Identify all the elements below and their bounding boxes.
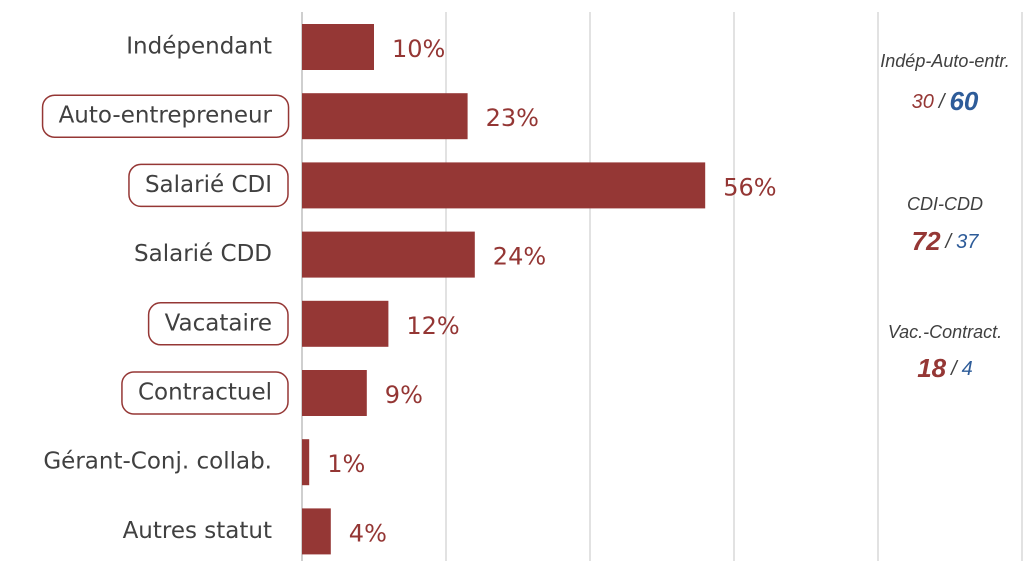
bar bbox=[302, 24, 374, 70]
annotation-value: 4 bbox=[962, 358, 973, 380]
bar bbox=[302, 231, 475, 278]
annotation-value: 72 bbox=[912, 226, 941, 256]
category-label: Auto-entrepreneur bbox=[59, 103, 273, 129]
value-label: 24% bbox=[493, 243, 546, 271]
value-label: 9% bbox=[385, 381, 423, 409]
category-label: Gérant-Conj. collab. bbox=[43, 449, 272, 475]
category-label: Salarié CDI bbox=[145, 172, 272, 198]
bar bbox=[302, 162, 706, 209]
annotation-values: 30/60 bbox=[912, 86, 979, 116]
annotation-value: 30 bbox=[912, 91, 934, 113]
bar bbox=[302, 300, 389, 347]
value-label: 10% bbox=[392, 35, 445, 63]
bar bbox=[302, 439, 310, 486]
value-label: 12% bbox=[406, 312, 459, 340]
annotation-separator: / bbox=[944, 231, 954, 253]
annotation-separator: / bbox=[937, 91, 947, 113]
annotation-value: 60 bbox=[949, 86, 978, 116]
annotation-values: 72/37 bbox=[912, 226, 980, 256]
category-label: Salarié CDD bbox=[134, 241, 272, 267]
annotation-title: Vac.-Contract. bbox=[888, 322, 1002, 342]
annotation-title: CDI-CDD bbox=[907, 194, 983, 214]
highlight-box bbox=[41, 94, 290, 138]
annotation-separator: / bbox=[949, 358, 959, 380]
annotation-title: Indép-Auto-entr. bbox=[880, 51, 1009, 71]
value-label: 4% bbox=[349, 519, 387, 547]
category-label: Vacataire bbox=[165, 310, 272, 336]
category-label: Indépendant bbox=[126, 34, 272, 60]
category-label: Contractuel bbox=[138, 380, 272, 406]
highlight-box bbox=[128, 163, 289, 208]
bar bbox=[302, 508, 331, 555]
annotation-value: 37 bbox=[956, 231, 979, 253]
value-label: 56% bbox=[723, 173, 776, 201]
highlight-box bbox=[121, 371, 289, 415]
annotation-value: 18 bbox=[917, 353, 946, 383]
annotation-values: 18/4 bbox=[917, 353, 973, 383]
bar bbox=[302, 93, 468, 140]
value-label: 1% bbox=[327, 450, 365, 478]
value-label: 23% bbox=[486, 104, 539, 132]
highlight-box bbox=[147, 302, 289, 346]
bar bbox=[302, 370, 367, 416]
category-label: Autres statut bbox=[123, 518, 272, 544]
